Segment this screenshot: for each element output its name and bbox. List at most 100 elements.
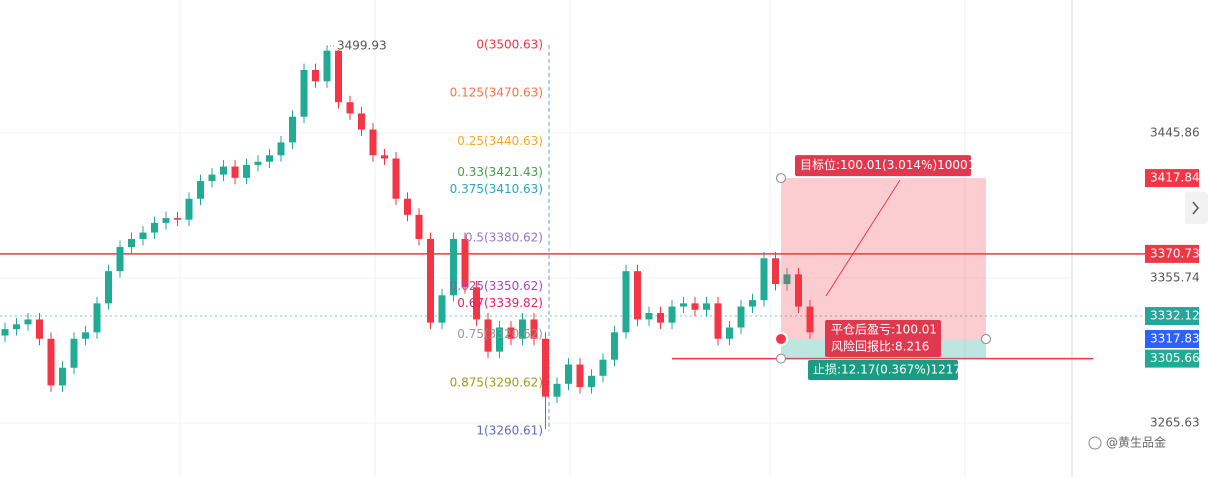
candle-body (622, 271, 630, 333)
candle-body (565, 364, 572, 384)
candle-body (36, 319, 43, 339)
candle-body (726, 327, 733, 339)
handle (981, 334, 991, 345)
resistance-price-label: 3370.73 (1150, 246, 1200, 260)
entry-price-label: 3317.83 (1150, 332, 1200, 346)
candle-body (254, 161, 262, 165)
candle-body (312, 70, 319, 82)
fib-label: 0.33(3421.43) (457, 165, 543, 179)
candle-body (323, 50, 331, 82)
candle-body (300, 70, 308, 117)
candle-body (530, 319, 538, 339)
candle-body (703, 303, 710, 310)
fib-label: 0.125(3470.63) (450, 86, 543, 100)
candle-body (266, 155, 273, 162)
candle-body (806, 306, 814, 333)
stop-price-label: 3305.66 (1150, 351, 1200, 365)
candle-body (358, 113, 365, 130)
high-label: 3499.93 (337, 38, 387, 52)
candle-body (450, 238, 457, 296)
candle-body (553, 383, 561, 397)
candle-body (24, 319, 32, 325)
candle-body (404, 198, 411, 215)
candle-body (473, 287, 480, 320)
scroll-button[interactable] (1185, 192, 1208, 224)
candle-body (427, 238, 434, 323)
candle-body (289, 116, 296, 143)
candle-body (507, 327, 515, 339)
fib-label: 1(3260.61) (476, 424, 543, 438)
candle-body (185, 198, 193, 220)
fib-label: 0.625(3350.62) (450, 279, 543, 293)
candle-body (128, 238, 135, 248)
candle-body (346, 102, 354, 114)
candle-body (599, 359, 607, 376)
candle-body (139, 232, 147, 239)
candle-body (576, 364, 584, 388)
candle-body (116, 247, 124, 272)
fib-label: 0(3500.63) (476, 37, 543, 51)
candle-body (369, 129, 377, 156)
candle-body (772, 258, 779, 285)
candle-body (645, 313, 653, 320)
fib-label: 0.375(3410.63) (450, 182, 543, 196)
candle-body (243, 164, 250, 178)
candle-body (13, 324, 20, 330)
y-tick-label: 3265.63 (1150, 416, 1200, 430)
candle-body (749, 300, 756, 307)
candle-body (680, 303, 687, 307)
fib-label: 0.67(3339.82) (457, 296, 543, 310)
candle-body (760, 258, 768, 301)
candle-body (714, 303, 722, 339)
candle-body (70, 338, 78, 368)
candle-body (783, 274, 791, 285)
candle-body (1, 329, 9, 336)
candle-body (519, 319, 526, 339)
target-label-box (795, 155, 971, 177)
watermark: @黄生品金 (1106, 435, 1166, 450)
grid-verticals (179, 0, 966, 477)
candle-body (795, 274, 802, 307)
candle-body (174, 218, 181, 220)
pnl-label: 平仓后盈亏:100.01 (831, 323, 937, 337)
y-tick-label: 3445.86 (1150, 125, 1200, 139)
target-price-label-bg (1145, 169, 1199, 188)
candle-body (392, 158, 400, 199)
candle-body (668, 306, 676, 323)
entry-dot (774, 332, 788, 347)
candle-body (415, 214, 423, 239)
candle-body (105, 271, 112, 304)
target-label: 目标位:100.01(3.014%)10001 (800, 157, 975, 172)
candle-body (657, 313, 664, 323)
candle-body (82, 332, 89, 339)
candle-body (691, 303, 699, 310)
candle-body (277, 142, 285, 156)
chevron-icon (1192, 201, 1199, 215)
stop-label-box (808, 360, 958, 380)
y-tick-label: 3355.74 (1150, 271, 1200, 285)
candle-body (588, 375, 595, 388)
candle-body (335, 50, 342, 103)
candle-body (93, 303, 101, 333)
resistance-price-label-bg (1145, 244, 1199, 263)
candle-body (381, 155, 388, 159)
fib-label: 0.5(3380.62) (465, 230, 543, 244)
candle-body (59, 367, 66, 386)
fib-label: 0.75(3320.62) (457, 327, 543, 341)
candle-body (484, 319, 492, 352)
candle-body (47, 338, 55, 386)
target-price-label: 3417.84 (1150, 171, 1200, 185)
fib-label: 0.875(3290.62) (450, 375, 543, 389)
candle-body (438, 295, 446, 323)
candle-body (634, 271, 641, 320)
handle (776, 173, 786, 184)
rr-label: 风险回报比:8.216 (831, 339, 929, 354)
profit-zone (781, 178, 986, 340)
candle-body (737, 306, 745, 328)
candle-body (162, 218, 170, 223)
watermark-icon (1088, 436, 1102, 450)
entry-price-label-bg (1145, 330, 1199, 349)
candle-body (542, 338, 549, 397)
current-price-label-bg (1145, 307, 1199, 326)
